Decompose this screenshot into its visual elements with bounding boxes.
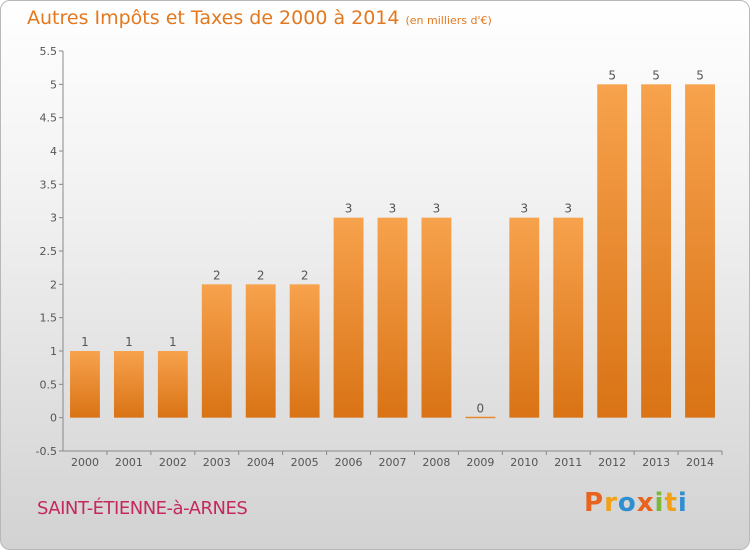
bar-2013 [641, 84, 672, 418]
bar-2004 [245, 284, 276, 418]
x-tick-label: 2006 [335, 456, 363, 469]
data-label-2013: 5 [652, 68, 660, 82]
logo-letter: i [677, 488, 688, 518]
bar-2001 [113, 351, 144, 418]
bar-2005 [289, 284, 320, 418]
data-label-2002: 1 [169, 335, 177, 349]
unit-note: (en milliers d'€) [405, 14, 492, 27]
bar-2000 [70, 351, 100, 418]
data-label-2008: 3 [433, 202, 441, 216]
x-tick-label: 2003 [203, 456, 231, 469]
logo-letter: i [654, 488, 665, 518]
data-label-2009: 0 [477, 402, 485, 416]
x-tick-label: 2010 [510, 456, 538, 469]
x-tick-label: 2014 [686, 456, 714, 469]
y-tick-label: 0.5 [40, 378, 58, 391]
data-label-2004: 2 [257, 268, 265, 282]
data-label-2005: 2 [301, 268, 309, 282]
bar-2003 [201, 284, 232, 418]
bar-2012 [597, 84, 628, 418]
y-tick-label: 1 [50, 345, 57, 358]
bar-2011 [553, 217, 584, 418]
bar-2008 [421, 217, 452, 418]
y-tick-label: 0 [50, 412, 57, 425]
chart-title: Autres Impôts et Taxes de 2000 à 2014 [27, 7, 400, 29]
data-labels: 1 1 1 2 2 2 3 3 3 0 3 3 5 5 5 [81, 68, 704, 415]
x-tick-label: 2007 [379, 456, 407, 469]
bar-2007 [377, 217, 408, 418]
logo-letter: o [617, 488, 637, 518]
x-tick-label: 2009 [466, 456, 494, 469]
logo-letter: x [636, 488, 655, 518]
x-tick-label: 2000 [71, 456, 99, 469]
data-label-2007: 3 [389, 202, 397, 216]
bar-2010 [509, 217, 540, 418]
x-tick-label: 2008 [422, 456, 450, 469]
title-block: Autres Impôts et Taxes de 2000 à 2014 (en… [27, 7, 492, 29]
place-name: SAINT-ÉTIENNE-à-ARNES [37, 498, 248, 519]
y-tick-label: -0.5 [36, 445, 57, 458]
data-label-2003: 2 [213, 268, 221, 282]
y-tick-label: 5 [50, 78, 57, 91]
proxiti-logo: Proxiti [584, 488, 688, 518]
x-tick-label: 2011 [554, 456, 582, 469]
bar-2006 [333, 217, 364, 418]
x-tick-label: 2013 [642, 456, 670, 469]
data-label-2011: 3 [564, 202, 572, 216]
bar-2014 [685, 84, 715, 418]
x-tick-label: 2002 [159, 456, 187, 469]
bar-2009 [465, 416, 496, 419]
data-label-2000: 1 [81, 335, 89, 349]
bar-2002 [157, 351, 188, 418]
x-tick-label: 2012 [598, 456, 626, 469]
data-label-2012: 5 [608, 68, 616, 82]
y-tick-label: 1.5 [40, 312, 58, 325]
logo-letter: P [584, 488, 605, 518]
bars [70, 84, 715, 419]
data-label-2014: 5 [696, 68, 704, 82]
logo-letter: r [604, 488, 618, 518]
x-tick-label: 2001 [115, 456, 143, 469]
y-tick-label: 3 [50, 212, 57, 225]
y-tick-label: 2.5 [40, 245, 58, 258]
y-tick-label: 2 [50, 278, 57, 291]
y-tick-label: 3.5 [40, 178, 58, 191]
y-tick-label: 4 [50, 145, 57, 158]
x-tick-label: 2005 [291, 456, 319, 469]
y-tick-label: 5.5 [40, 45, 58, 58]
data-label-2006: 3 [345, 202, 353, 216]
logo-letter: t [664, 488, 678, 518]
axes: -0.5 0 0.5 1 1.5 2 2.5 3 3.5 4 4.5 5 5.5 2000 2001 2002… [36, 45, 723, 469]
x-tick-label: 2004 [247, 456, 275, 469]
y-tick-label: 4.5 [40, 112, 58, 125]
data-label-2001: 1 [125, 335, 133, 349]
data-label-2010: 3 [520, 202, 528, 216]
